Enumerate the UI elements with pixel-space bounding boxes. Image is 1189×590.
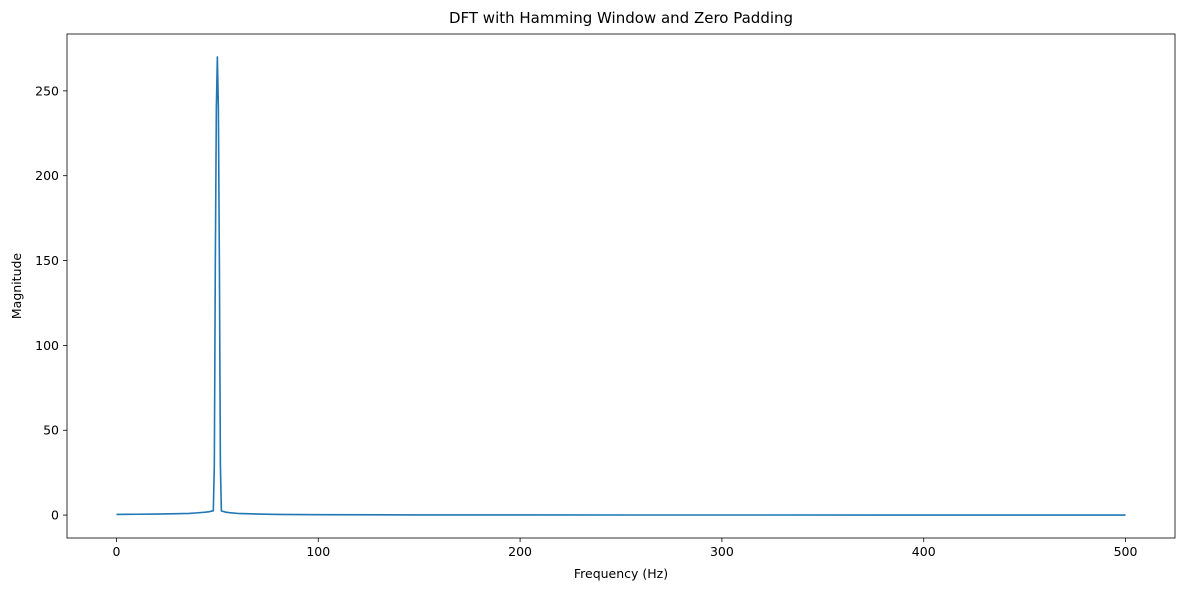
- y-tick-label: 0: [51, 508, 59, 523]
- x-axis-label: Frequency (Hz): [574, 566, 668, 581]
- x-tick-label: 300: [710, 544, 734, 559]
- y-tick-label: 200: [35, 168, 59, 183]
- y-tick-label: 250: [35, 83, 59, 98]
- series-line-0: [116, 56, 1126, 516]
- y-tick-label: 100: [35, 338, 59, 353]
- x-tick-label: 100: [306, 544, 330, 559]
- plot-frame: [66, 33, 1176, 539]
- x-tick-label: 400: [912, 544, 936, 559]
- x-tick-label: 0: [112, 544, 120, 559]
- y-tick-label: 50: [43, 423, 59, 438]
- x-tick-label: 500: [1114, 544, 1138, 559]
- chart-title: DFT with Hamming Window and Zero Padding: [449, 9, 793, 27]
- y-axis-label: Magnitude: [9, 253, 24, 320]
- y-tick-label: 150: [35, 253, 59, 268]
- x-tick-label: 200: [508, 544, 532, 559]
- plot-area: [67, 34, 1175, 538]
